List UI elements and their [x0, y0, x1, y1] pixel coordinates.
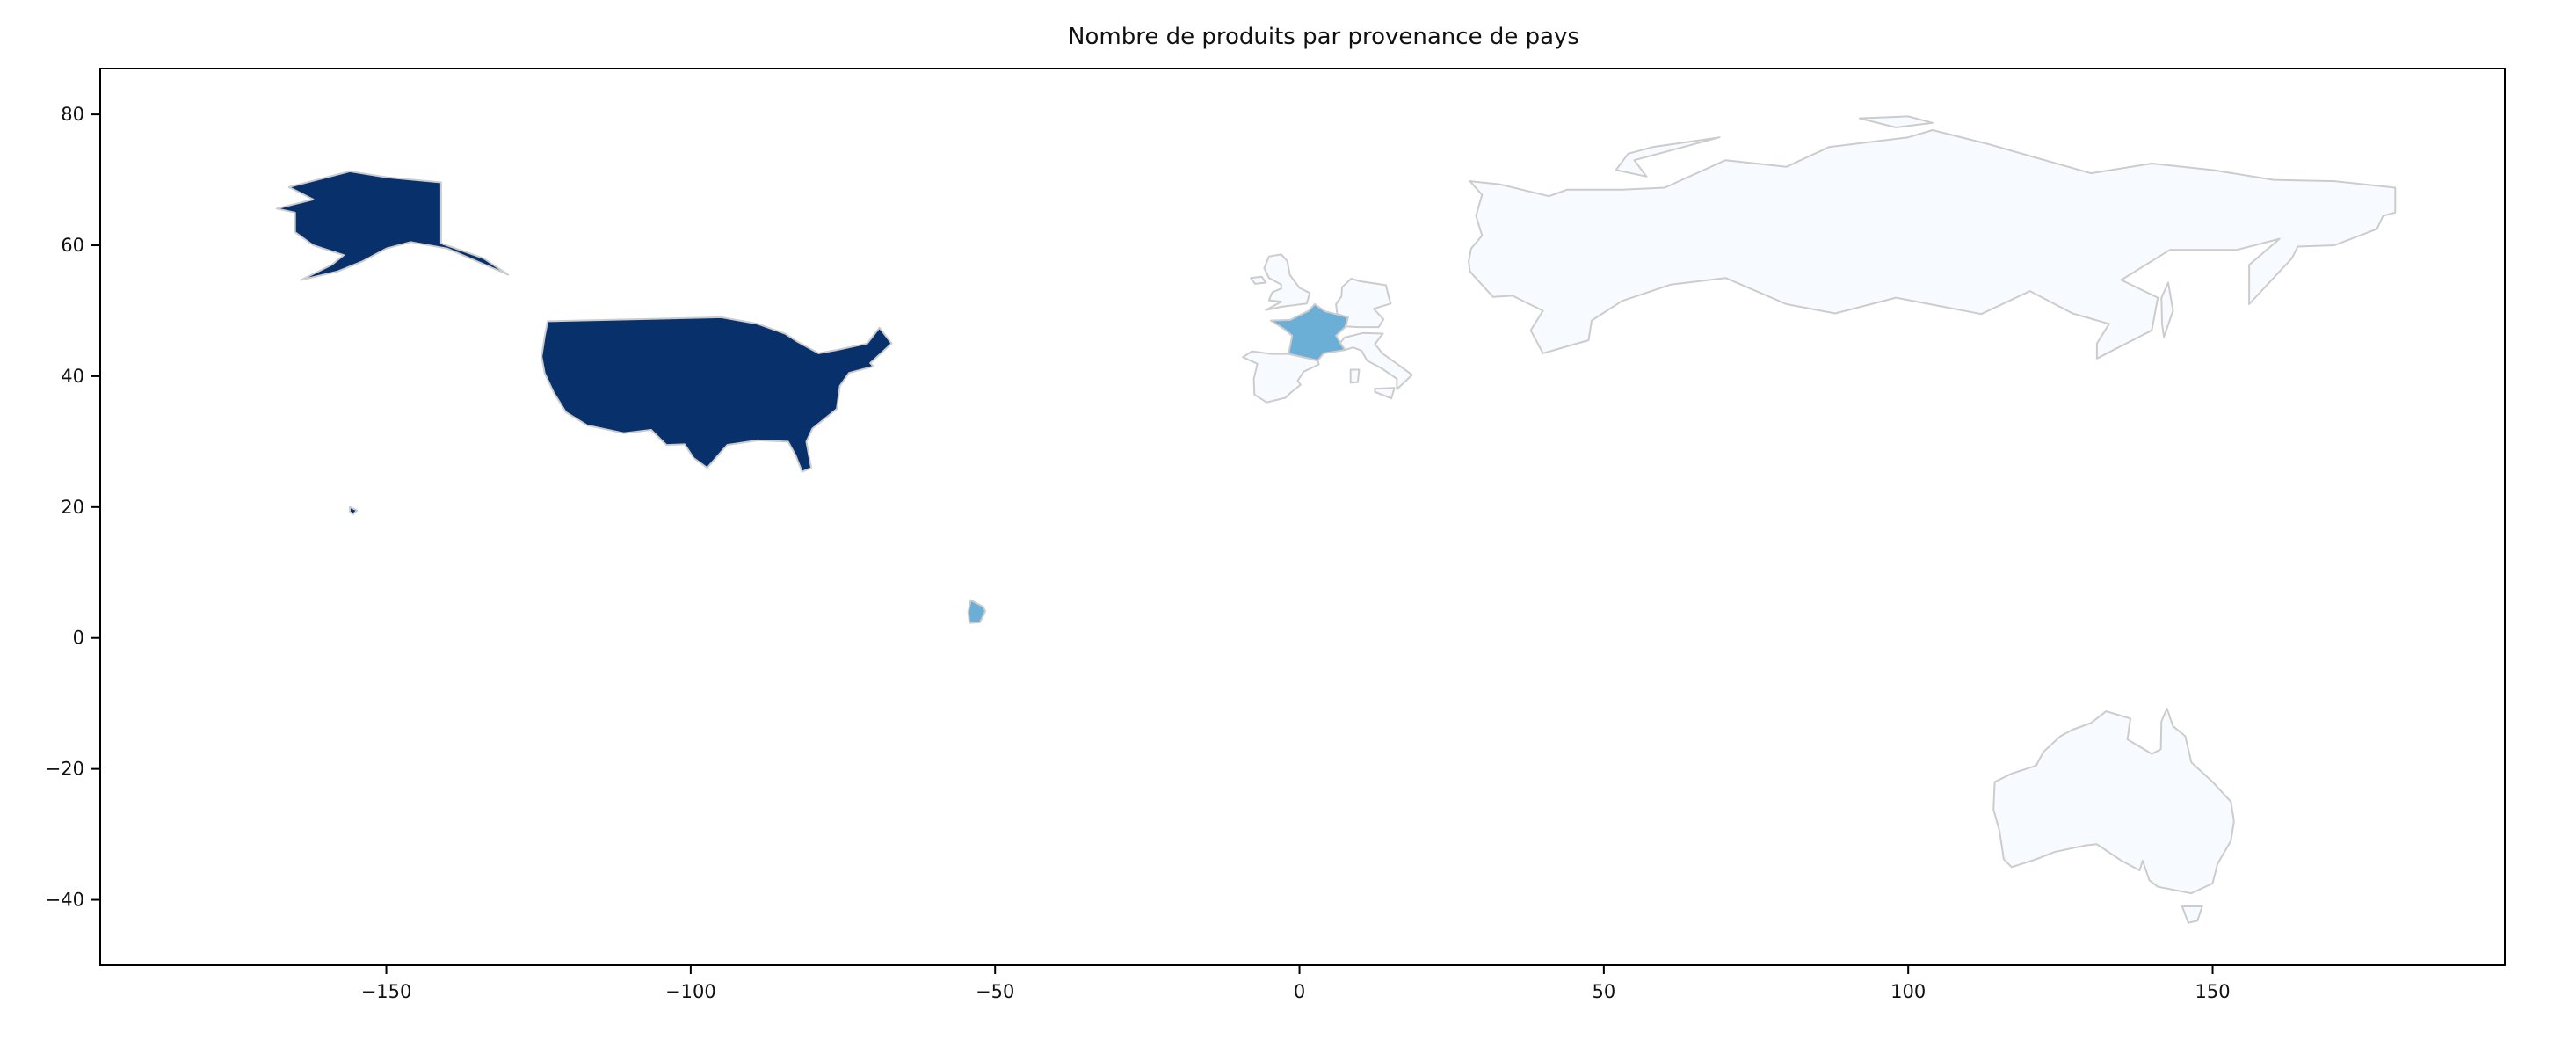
region-germany	[1335, 278, 1392, 329]
region-united-kingdom	[1250, 253, 1311, 311]
region-united-states	[275, 170, 893, 515]
y-tick-label: 60	[61, 235, 84, 256]
region-italy	[1339, 331, 1413, 400]
x-tick-label: 150	[2195, 981, 2230, 1002]
y-tick-label: −40	[46, 890, 84, 911]
x-axis: −150 −100 −50 0 50 100 150	[361, 965, 2231, 1002]
y-tick-label: −20	[46, 759, 84, 780]
y-tick-label: 40	[61, 366, 84, 387]
plot-area: −150 −100 −50 0 50 100 150 80 60 40 20 0 −20 −40	[46, 68, 2506, 1002]
chart-title: Nombre de produits par provenance de pay…	[1068, 24, 1579, 50]
y-tick-label: 80	[61, 104, 84, 125]
x-tick-label: −50	[976, 981, 1014, 1002]
region-australia	[1992, 708, 2235, 924]
y-tick-label: 0	[73, 628, 84, 649]
x-tick-label: 50	[1592, 981, 1615, 1002]
region-russia	[1468, 115, 2397, 360]
x-tick-label: 0	[1294, 981, 1305, 1002]
y-axis: 80 60 40 20 0 −20 −40	[46, 104, 100, 911]
country-regions	[275, 115, 2397, 924]
x-tick-label: −150	[361, 981, 412, 1002]
y-tick-label: 20	[61, 497, 84, 518]
x-tick-label: 100	[1890, 981, 1926, 1002]
x-tick-label: −100	[665, 981, 716, 1002]
region-spain	[1242, 350, 1320, 404]
